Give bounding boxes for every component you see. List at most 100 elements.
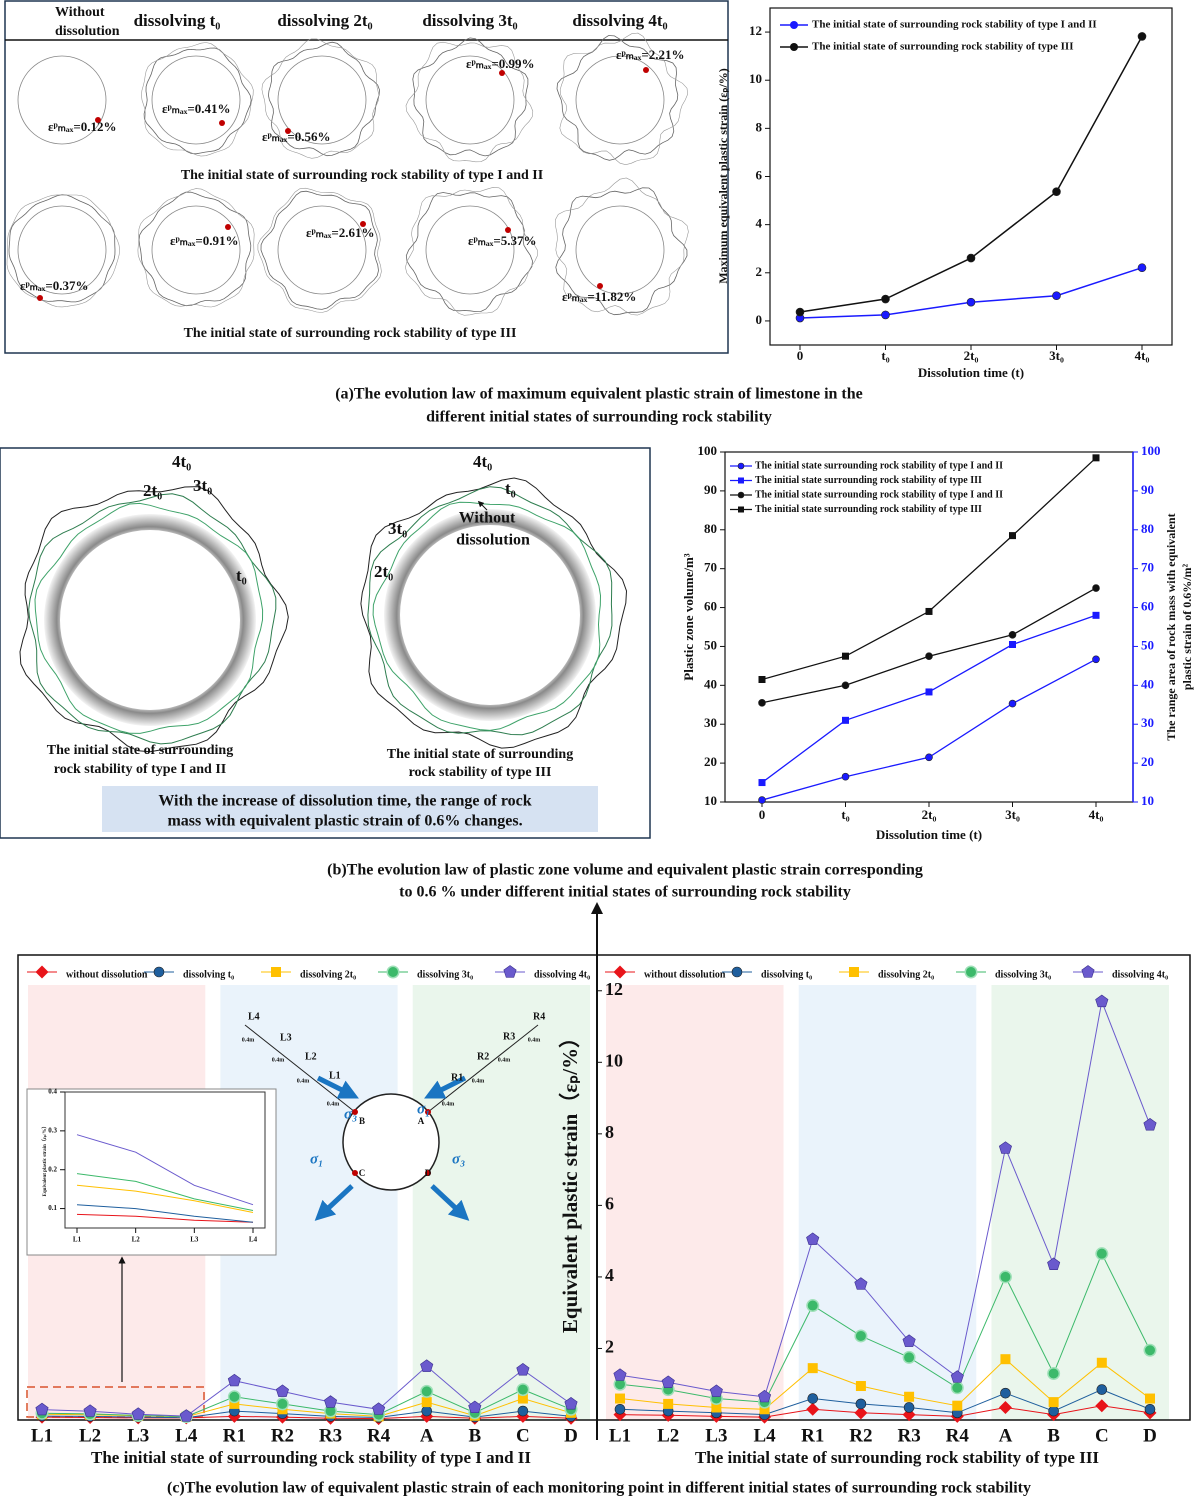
y2-axis-title: The range area of rock mass with equival…: [1164, 513, 1178, 740]
plot-frame: [769, 7, 1173, 346]
x-tick-label: L3: [127, 1425, 149, 1446]
y-tick-label: 70: [704, 560, 717, 575]
x-axis-title: The initial state of surrounding rock st…: [91, 1448, 531, 1467]
y-tick-label: 60: [704, 599, 717, 614]
data-point: [903, 1402, 915, 1413]
series-line: [619, 999, 1151, 1398]
data-point: [1008, 699, 1017, 708]
legend-marker: [503, 965, 517, 978]
max-strain-point: [643, 67, 649, 73]
data-point: [855, 1381, 866, 1392]
caption: (a)The evolution law of maximum equivale…: [335, 386, 863, 403]
tunnel-outline: [575, 55, 665, 145]
data-point: [227, 1390, 241, 1404]
data-point: [841, 681, 850, 690]
zone-label: Without: [459, 510, 516, 527]
series-line: [41, 1410, 572, 1419]
x-tick-label: D: [564, 1425, 578, 1446]
data-point: [998, 1141, 1012, 1154]
plastic-zone-outline: [138, 191, 252, 307]
stress-arrow: [430, 1184, 470, 1221]
x-tick-label: A: [420, 1425, 434, 1446]
y-tick-label: 2: [605, 1337, 614, 1357]
plastic-zone-boundary: [28, 493, 277, 745]
header: dissolution: [55, 24, 120, 39]
zone-label: 4t₀: [473, 452, 492, 471]
y-tick-label: 4: [756, 216, 763, 231]
data-point: [1048, 1397, 1059, 1408]
diagram-caption: rock stability of type I and II: [54, 762, 226, 777]
spacing-label: 0.4m: [272, 1057, 285, 1063]
plastic-zone-outline: [8, 194, 116, 303]
legend-marker: [738, 477, 744, 484]
header: Without: [55, 5, 105, 20]
data-point: [613, 1368, 627, 1381]
data-point: [35, 1402, 49, 1416]
data-point: [902, 1334, 916, 1347]
tunnel-outline: [575, 205, 665, 295]
tunnel-outline: [151, 205, 241, 295]
spacing-label: 0.4m: [498, 1057, 511, 1063]
x-tick-label: t₀: [841, 807, 849, 822]
data-point: [758, 796, 766, 804]
series-line: [619, 1358, 1151, 1410]
y-axis-title: Equivalent plastic strain（εₚ/%）: [42, 1124, 48, 1197]
data-point: [516, 1363, 530, 1376]
header: dissolving 4t₀: [572, 11, 667, 30]
plastic-zone-outline: [556, 35, 679, 161]
strain-label: εᵖₘₐₓ=11.82%: [562, 289, 636, 304]
zone-label: 2t₀: [374, 562, 393, 581]
y-tick-label: 0.1: [48, 1204, 57, 1212]
y-tick-label: 12: [749, 23, 762, 38]
data-point: [881, 310, 890, 320]
data-point: [131, 1407, 145, 1420]
legend-marker: [731, 966, 743, 978]
strain-label: εᵖₘₐₓ=0.56%: [262, 129, 331, 144]
data-point: [275, 1384, 289, 1397]
data-point: [1047, 1257, 1061, 1270]
series-line: [76, 1134, 254, 1206]
data-point: [709, 1384, 723, 1397]
spacing-label: 0.4m: [442, 1101, 455, 1107]
data-point: [759, 1404, 770, 1415]
tunnel-outline: [17, 205, 107, 295]
monitor-label: R4: [533, 1011, 545, 1022]
data-point: [1092, 655, 1100, 664]
legend-label: dissolving 3t₀: [417, 969, 473, 980]
y-tick-label: 30: [1141, 715, 1154, 730]
plastic-zone-outline: [555, 187, 688, 316]
zone-label: t₀: [236, 566, 247, 585]
data-point: [1047, 1367, 1061, 1380]
series-line: [619, 1252, 1151, 1403]
data-point: [925, 753, 933, 762]
point-label: A: [418, 1116, 425, 1126]
note: With the increase of dissolution time, t…: [158, 793, 531, 810]
legend-label: dissolving 4t₀: [534, 969, 590, 980]
note: mass with equivalent plastic strain of 0…: [167, 813, 522, 830]
tunnel-outline: [17, 55, 107, 145]
legend-marker: [738, 506, 744, 513]
data-point: [517, 1405, 529, 1417]
monitor-label: R3: [503, 1031, 515, 1042]
y-tick-label: 10: [605, 1050, 623, 1070]
legend-marker: [1081, 965, 1095, 978]
spacing-label: 0.4m: [242, 1037, 255, 1043]
y-tick-label: 0.3: [48, 1126, 57, 1134]
data-point: [1096, 1357, 1107, 1368]
y-tick-label: 6: [756, 167, 763, 182]
data-point: [758, 676, 766, 683]
header: dissolving 2t₀: [277, 11, 372, 30]
header: dissolving 3t₀: [422, 11, 517, 30]
note-box: [102, 786, 598, 832]
x-tick-label: L1: [31, 1425, 53, 1446]
x-tick-label: C: [516, 1425, 530, 1446]
data-point: [1052, 187, 1061, 196]
y-tick-label: 90: [704, 482, 717, 497]
data-point: [1048, 1405, 1059, 1417]
data-point: [998, 1400, 1012, 1414]
data-point: [950, 1381, 964, 1395]
strain-label: εᵖₘₐₓ=2.61%: [306, 225, 375, 240]
group-shade: [412, 985, 590, 1420]
zone-label: dissolution: [456, 532, 530, 549]
x-tick-label: L2: [657, 1425, 679, 1446]
